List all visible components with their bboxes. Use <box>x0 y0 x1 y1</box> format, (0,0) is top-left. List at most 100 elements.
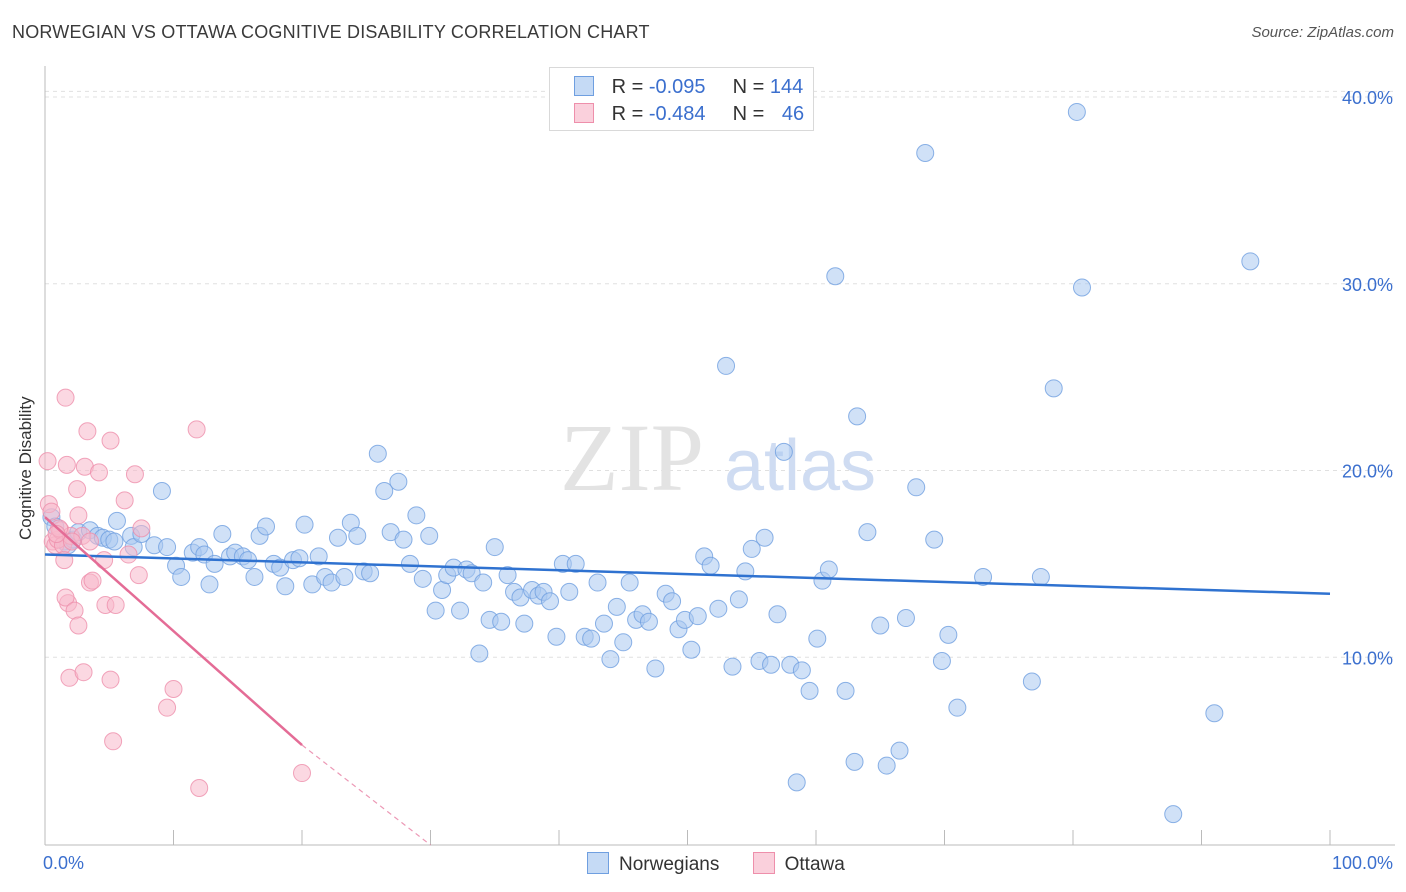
norwegians-point <box>742 539 761 558</box>
ottawa-points <box>38 388 311 797</box>
watermark-atlas: atlas <box>724 426 876 506</box>
legend-item-ottawa[interactable]: Ottawa <box>752 852 845 876</box>
ottawa-point <box>69 616 88 635</box>
watermark: ZIP atlas <box>560 404 876 511</box>
norwegians-point <box>701 556 720 575</box>
norwegians-point <box>639 612 658 631</box>
norwegians-point <box>877 756 896 775</box>
norwegians-point <box>295 515 314 534</box>
ottawa-point <box>158 698 177 717</box>
legend-row-ottawa: R = -0.484 N = 46 <box>574 103 804 129</box>
axes <box>44 66 1395 846</box>
norwegians-point <box>607 597 626 616</box>
norwegians-point <box>845 752 864 771</box>
r-value: -0.095 <box>648 76 706 98</box>
norwegians-point <box>663 592 682 611</box>
norwegians-point <box>620 573 639 592</box>
ottawa-point <box>106 595 125 614</box>
series-legend: Norwegians Ottawa <box>587 852 873 876</box>
norwegians-point <box>932 651 951 670</box>
norwegians-point <box>682 640 701 659</box>
legend-label-ottawa: Ottawa <box>784 854 845 875</box>
norwegians-point <box>474 573 493 592</box>
norwegians-point <box>105 532 124 551</box>
norwegians-point <box>515 614 534 633</box>
legend-row-norwegians: R = -0.095 N = 144 <box>574 76 803 102</box>
n-label: N = <box>732 76 765 98</box>
norwegians-point <box>158 538 177 557</box>
ottawa-point <box>78 422 97 441</box>
ottawa-trend-extension <box>301 744 431 846</box>
y-tick-label: 20.0% <box>1342 462 1393 482</box>
ottawa-point <box>57 455 76 474</box>
norwegians-point <box>400 554 419 573</box>
norwegians-point <box>1241 252 1260 271</box>
norwegians-point <box>768 605 787 624</box>
norwegians-point <box>787 773 806 792</box>
norwegians-point <box>826 267 845 286</box>
ottawa-point <box>115 491 134 510</box>
norwegians-point <box>213 524 232 543</box>
ottawa-swatch <box>574 103 594 123</box>
ottawa-point <box>187 420 206 439</box>
ottawa-point <box>83 571 102 590</box>
norwegians-point <box>420 526 439 545</box>
norwegians-point <box>426 601 445 620</box>
norwegians-point <box>723 657 742 676</box>
norwegians-point <box>601 650 620 669</box>
correlation-legend: R = -0.095 N = 144 R = -0.484 N = 46 <box>549 67 814 131</box>
ottawa-point <box>129 566 148 585</box>
norwegians-point <box>792 661 811 680</box>
norwegians-point <box>290 549 309 568</box>
norwegians-point <box>974 567 993 586</box>
norwegians-point <box>939 625 958 644</box>
norwegians-point <box>709 599 728 618</box>
ottawa-point <box>95 551 114 570</box>
norwegians-point <box>717 356 736 375</box>
norwegians-point <box>896 609 915 628</box>
ottawa-point <box>74 663 93 682</box>
norwegians-point <box>361 564 380 583</box>
norwegians-point <box>948 698 967 717</box>
norwegians-point <box>328 528 347 547</box>
ottawa-point <box>104 732 123 751</box>
ottawa-point <box>69 506 88 525</box>
ottawa-point <box>101 431 120 450</box>
x-tick-label: 0.0% <box>43 853 84 873</box>
norwegians-swatch <box>574 76 594 96</box>
n-value: 144 <box>769 76 804 98</box>
norwegians-point <box>755 528 774 547</box>
norwegians-point <box>547 627 566 646</box>
ottawa-point <box>68 480 87 499</box>
norwegians-point <box>588 573 607 592</box>
ottawa-point <box>38 452 57 471</box>
legend-label-norwegians: Norwegians <box>619 854 720 875</box>
tick-labels: 10.0% 20.0% 30.0% 40.0% 0.0% 100.0% <box>43 88 1393 873</box>
norwegians-point <box>582 629 601 648</box>
norwegians-point <box>498 566 517 585</box>
n-label: N = <box>732 103 765 125</box>
y-tick-label: 40.0% <box>1342 88 1393 108</box>
norwegians-point <box>107 511 126 530</box>
ottawa-point <box>132 519 151 538</box>
norwegians-point <box>907 478 926 497</box>
norwegians-point <box>309 547 328 566</box>
ottawa-legend-swatch <box>752 852 775 874</box>
r-value: -0.484 <box>648 103 706 125</box>
norwegians-point <box>389 472 408 491</box>
ottawa-point <box>293 764 311 783</box>
norwegians-point <box>916 144 935 163</box>
legend-item-norwegians[interactable]: Norwegians <box>587 852 719 876</box>
chart-title: NORWEGIAN VS OTTAWA COGNITIVE DISABILITY… <box>12 22 650 42</box>
ottawa-point <box>42 502 61 521</box>
n-value: 46 <box>781 103 805 125</box>
norwegians-point <box>451 601 470 620</box>
y-tick-label: 30.0% <box>1342 275 1393 295</box>
ottawa-point <box>89 463 108 482</box>
norwegians-point <box>1164 805 1183 824</box>
norwegians-point <box>848 407 867 426</box>
ottawa-trend-line <box>44 516 303 746</box>
norwegians-point <box>729 590 748 609</box>
norwegians-point <box>858 523 877 542</box>
